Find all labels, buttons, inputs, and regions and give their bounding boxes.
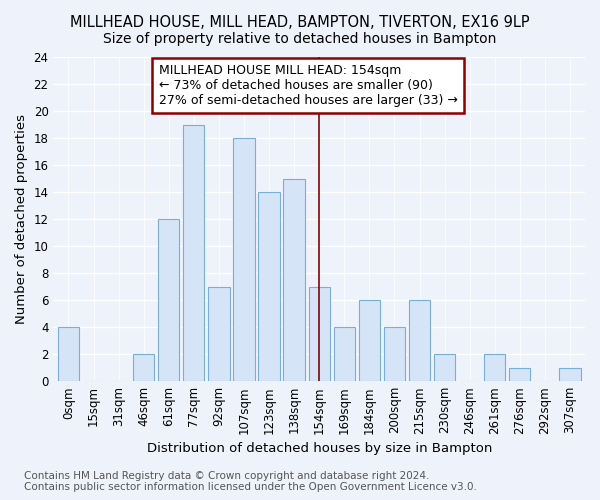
Text: MILLHEAD HOUSE, MILL HEAD, BAMPTON, TIVERTON, EX16 9LP: MILLHEAD HOUSE, MILL HEAD, BAMPTON, TIVE…: [70, 15, 530, 30]
Bar: [259, 192, 280, 381]
Text: Contains HM Land Registry data © Crown copyright and database right 2024.
Contai: Contains HM Land Registry data © Crown c…: [24, 471, 477, 492]
Bar: [308, 287, 330, 381]
Bar: [484, 354, 505, 381]
Bar: [58, 327, 79, 381]
Bar: [158, 220, 179, 381]
Text: MILLHEAD HOUSE MILL HEAD: 154sqm
← 73% of detached houses are smaller (90)
27% o: MILLHEAD HOUSE MILL HEAD: 154sqm ← 73% o…: [159, 64, 458, 107]
Bar: [233, 138, 254, 381]
Bar: [133, 354, 154, 381]
Text: Size of property relative to detached houses in Bampton: Size of property relative to detached ho…: [103, 32, 497, 46]
Y-axis label: Number of detached properties: Number of detached properties: [15, 114, 28, 324]
Bar: [434, 354, 455, 381]
Bar: [334, 327, 355, 381]
Bar: [384, 327, 405, 381]
X-axis label: Distribution of detached houses by size in Bampton: Distribution of detached houses by size …: [146, 442, 492, 455]
Bar: [559, 368, 581, 381]
Bar: [359, 300, 380, 381]
Bar: [208, 287, 230, 381]
Bar: [409, 300, 430, 381]
Bar: [283, 179, 305, 381]
Bar: [183, 125, 205, 381]
Bar: [509, 368, 530, 381]
